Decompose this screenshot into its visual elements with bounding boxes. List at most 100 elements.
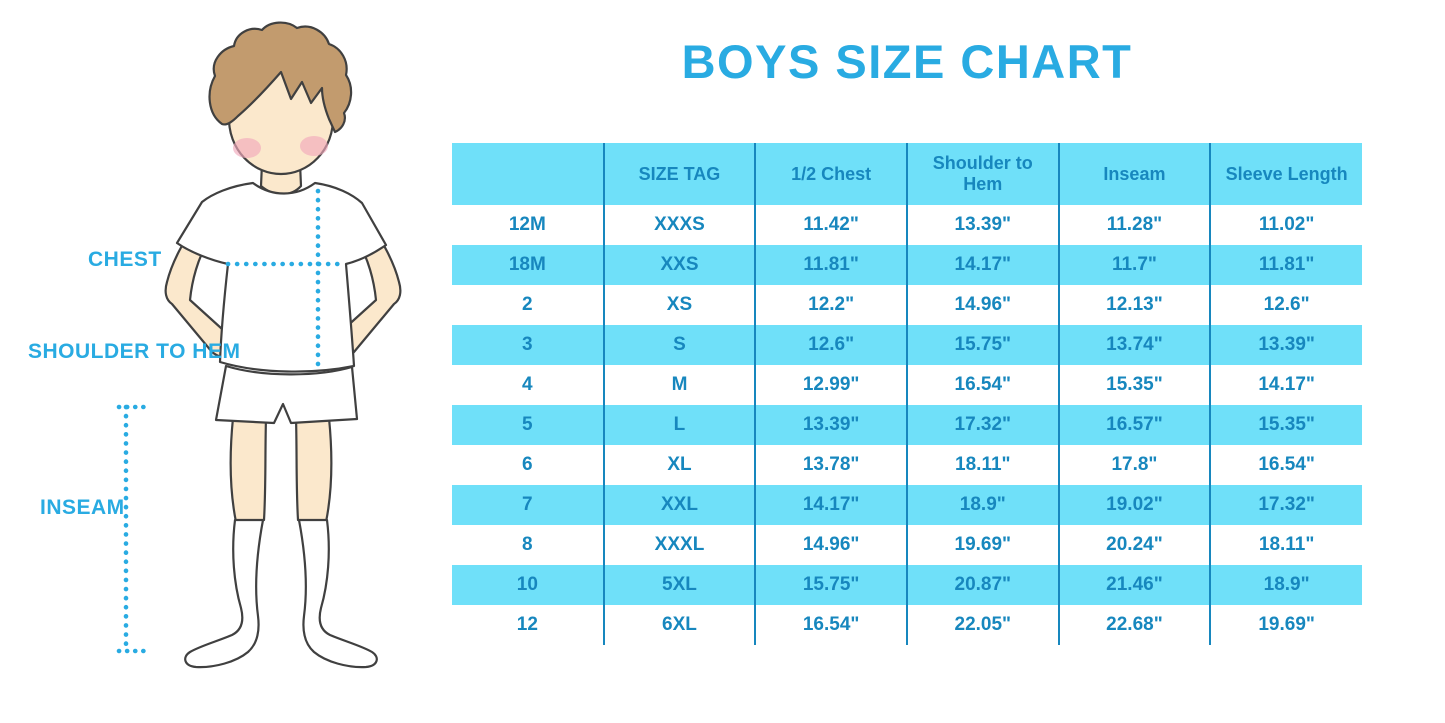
chest-label: CHEST: [88, 248, 162, 271]
t-shirt-shape: [175, 181, 388, 373]
header-cell-empty: [452, 143, 604, 205]
measurement-cell: 12.2": [754, 285, 907, 325]
measurement-cell: 11.81": [1209, 245, 1362, 285]
hair-shape: [208, 21, 353, 134]
table-row: 7 XXL 14.17" 18.9" 19.02" 17.32": [452, 485, 1362, 525]
column-header: SIZE TAG: [602, 143, 756, 205]
size-cell: 4: [452, 365, 604, 405]
measurement-cell: 22.05": [905, 605, 1059, 645]
measurement-cell: 18.11": [1209, 525, 1362, 565]
measurement-cell: 13.39": [1209, 325, 1362, 365]
measurement-cell: 19.69": [905, 525, 1059, 565]
measurement-cell: S: [602, 325, 756, 365]
table-row: 6 XL 13.78" 18.11" 17.8" 16.54": [452, 445, 1362, 485]
measurement-cell: 15.35": [1209, 405, 1362, 445]
left-arm-shape: [164, 222, 234, 359]
measurement-cell: 16.54": [754, 605, 907, 645]
measurement-cell: 15.35": [1057, 365, 1211, 405]
measurement-cell: 14.17": [754, 485, 907, 525]
size-table-head-row: SIZE TAG 1/2 Chest Shoulder to Hem Inseam Sl…: [452, 143, 1362, 205]
measurement-cell: 6XL: [602, 605, 756, 645]
left-sock-shape: [184, 518, 265, 669]
measurement-cell: 20.87": [905, 565, 1059, 605]
shorts-shape: [214, 364, 359, 425]
table-row: 5 L 13.39" 17.32" 16.57" 15.35": [452, 405, 1362, 445]
measurement-cell: 18.9": [905, 485, 1059, 525]
size-cell: 10: [452, 565, 604, 605]
table-row: 8 XXXL 14.96" 19.69" 20.24" 18.11": [452, 525, 1362, 565]
measurement-cell: 22.68": [1057, 605, 1211, 645]
measurement-cell: 15.75": [905, 325, 1059, 365]
measurement-cell: 14.96": [754, 525, 907, 565]
table-row: 10 5XL 15.75" 20.87" 21.46" 18.9": [452, 565, 1362, 605]
measurement-cell: 20.24": [1057, 525, 1211, 565]
measurement-cell: 12.6": [1209, 285, 1362, 325]
size-cell: 12M: [452, 205, 604, 245]
column-header: 1/2 Chest: [754, 143, 907, 205]
table-row: 4 M 12.99" 16.54" 15.35" 14.17": [452, 365, 1362, 405]
size-cell: 8: [452, 525, 604, 565]
measurement-cell: 11.42": [754, 205, 907, 245]
left-cheek-blush: [233, 138, 261, 158]
measurement-cell: 12.13": [1057, 285, 1211, 325]
inseam-label: INSEAM: [40, 496, 125, 519]
size-cell: 18M: [452, 245, 604, 285]
left-leg-shape: [229, 416, 268, 524]
measurement-cell: 18.9": [1209, 565, 1362, 605]
measurement-cell: 16.54": [1209, 445, 1362, 485]
shoulder-to-hem-label: SHOULDER TO HEM: [28, 340, 241, 363]
right-leg-shape: [294, 416, 333, 524]
measurement-cell: 19.02": [1057, 485, 1211, 525]
column-header: Sleeve Length: [1209, 143, 1362, 205]
table-row: 18M XXS 11.81" 14.17" 11.7" 11.81": [452, 245, 1362, 285]
column-header: Shoulder to Hem: [905, 143, 1059, 205]
table-row: 12 6XL 16.54" 22.05" 22.68" 19.69": [452, 605, 1362, 645]
size-table-header: SIZE TAG 1/2 Chest Shoulder to Hem Inseam Sl…: [452, 143, 1362, 205]
measurement-cell: 12.99": [754, 365, 907, 405]
measurement-cell: 11.7": [1057, 245, 1211, 285]
size-cell: 7: [452, 485, 604, 525]
size-table-body: 12M XXXS 11.42" 13.39" 11.28" 11.02" 18M XXS 11.…: [452, 205, 1362, 645]
measurement-cell: L: [602, 405, 756, 445]
measurement-cell: 18.11": [905, 445, 1059, 485]
measurement-cell: 16.54": [905, 365, 1059, 405]
measurement-figure-panel: CHEST SHOULDER TO HEM INSEAM: [0, 0, 450, 723]
measurement-cell: 21.46": [1057, 565, 1211, 605]
table-row: 12M XXXS 11.42" 13.39" 11.28" 11.02": [452, 205, 1362, 245]
measurement-cell: XXL: [602, 485, 756, 525]
measurement-cell: 19.69": [1209, 605, 1362, 645]
measurement-cell: 5XL: [602, 565, 756, 605]
measurement-cell: 17.32": [905, 405, 1059, 445]
right-cheek-blush: [300, 136, 328, 156]
measurement-cell: 14.17": [905, 245, 1059, 285]
measurement-cell: XXXS: [602, 205, 756, 245]
measurement-cell: XXS: [602, 245, 756, 285]
measurement-cell: 16.57": [1057, 405, 1211, 445]
measurement-cell: XS: [602, 285, 756, 325]
table-row: 2 XS 12.2" 14.96" 12.13" 12.6": [452, 285, 1362, 325]
measurement-cell: XXXL: [602, 525, 756, 565]
measurement-cell: 11.02": [1209, 205, 1362, 245]
measurement-cell: XL: [602, 445, 756, 485]
boy-figure-illustration: [116, 21, 402, 669]
measurement-cell: 11.81": [754, 245, 907, 285]
right-sock-shape: [297, 518, 378, 669]
table-row: 3 S 12.6" 15.75" 13.74" 13.39": [452, 325, 1362, 365]
measurement-cell: 17.32": [1209, 485, 1362, 525]
measurement-cell: 13.39": [905, 205, 1059, 245]
measurement-cell: 15.75": [754, 565, 907, 605]
measurement-cell: 13.74": [1057, 325, 1211, 365]
size-table: SIZE TAG 1/2 Chest Shoulder to Hem Inseam Sl…: [452, 143, 1362, 645]
size-cell: 6: [452, 445, 604, 485]
measurement-cell: 12.6": [754, 325, 907, 365]
measurement-cell: 14.96": [905, 285, 1059, 325]
column-header: Inseam: [1057, 143, 1211, 205]
size-cell: 5: [452, 405, 604, 445]
page-title: BOYS SIZE CHART: [681, 35, 1133, 88]
measurement-cell: 11.28": [1057, 205, 1211, 245]
measurement-lines: [116, 188, 346, 654]
measurement-cell: M: [602, 365, 756, 405]
measurement-cell: 13.39": [754, 405, 907, 445]
size-cell: 3: [452, 325, 604, 365]
